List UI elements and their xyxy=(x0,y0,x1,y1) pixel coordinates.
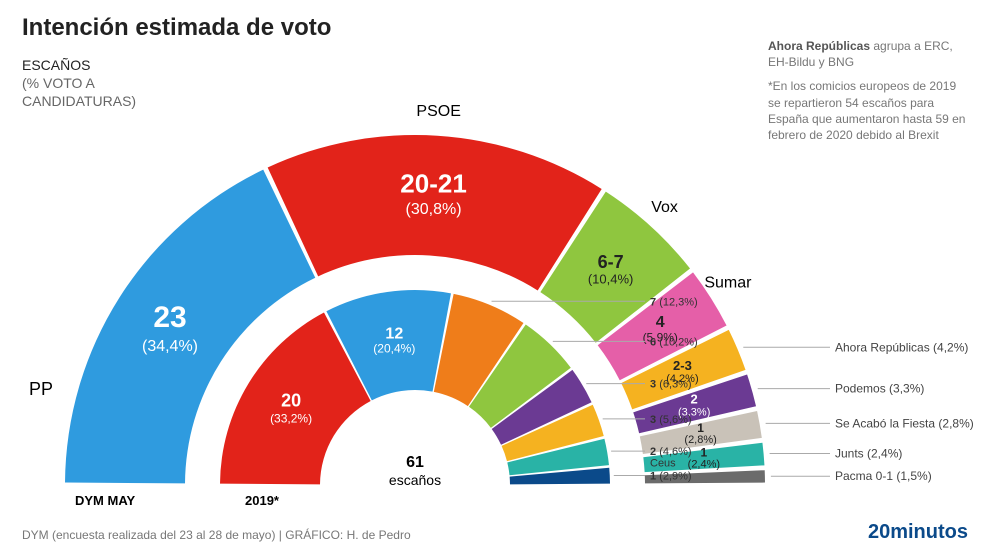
party-name: Sumar xyxy=(704,275,752,292)
segment-seats: 1 xyxy=(697,421,704,435)
party-name: Se Acabó la Fiesta (2,8%) xyxy=(835,416,974,430)
segment-seats: 12 xyxy=(385,325,403,342)
segment-pct: (33,2%) xyxy=(270,411,312,425)
party-name: Ahora Repúblicas (4,2%) xyxy=(835,340,968,354)
inner-callout: 2 (4,6%) xyxy=(650,446,692,458)
segment-seats: 6-7 xyxy=(598,252,624,272)
inner-callout: 3 (6,3%) xyxy=(650,379,692,391)
brand-logo: 20minutos xyxy=(868,521,968,544)
segment-seats: 2 xyxy=(691,391,698,406)
footer-credits: DYM (encuesta realizada del 23 al 28 de … xyxy=(22,528,411,542)
inner-callout: 7 (12,3%) xyxy=(650,296,698,308)
inner-callout: 1 (2,9%) xyxy=(650,471,692,483)
total-seats: 61 xyxy=(406,454,424,471)
survey-label: DYM MAY xyxy=(75,493,136,508)
segment-seats: 4 xyxy=(656,314,665,331)
segment-pct: (34,4%) xyxy=(142,338,198,355)
party-name: Podemos (3,3%) xyxy=(835,382,924,396)
segment-pct: (20,4%) xyxy=(373,342,415,356)
segment-seats: 2-3 xyxy=(673,358,692,373)
total-seats-word: escaños xyxy=(389,472,441,488)
inner-party-name: Ceus xyxy=(650,458,676,470)
segment-seats: 20 xyxy=(281,391,301,411)
segment-pct: (10,4%) xyxy=(588,271,634,286)
parliament-chart: 23 (34,4%) PP 20-21 (30,8%) PSOE 6-7(10,4%) Vox… xyxy=(0,40,990,520)
party-name: Pacma 0-1 (1,5%) xyxy=(835,469,932,483)
inner-caption: 2019* xyxy=(245,493,280,508)
segment-seats: 1 xyxy=(701,445,708,459)
inner-callout: 6 (10,2%) xyxy=(650,336,698,348)
segment-pct: (30,8%) xyxy=(406,201,462,218)
segment-seats: 20-21 xyxy=(400,169,467,199)
chart-title: Intención estimada de voto xyxy=(22,14,331,42)
segment-seats: 23 xyxy=(153,301,186,334)
party-name: PP xyxy=(29,379,53,399)
party-name: Vox xyxy=(651,199,678,216)
party-name: PSOE xyxy=(416,103,460,120)
segment-pct: (2,4%) xyxy=(688,459,720,471)
party-name: Junts (2,4%) xyxy=(835,446,902,460)
inner-callout: 3 (5,6%) xyxy=(650,414,692,426)
